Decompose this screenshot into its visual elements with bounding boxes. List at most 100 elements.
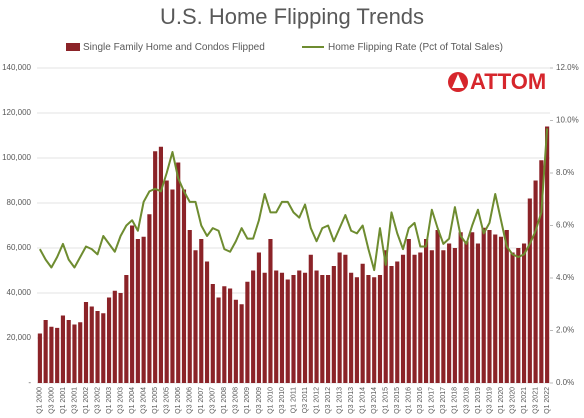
x-tick-label: Q1 2019 <box>475 387 482 414</box>
bar <box>377 275 383 383</box>
line <box>39 128 549 272</box>
x-tick-label: Q1 2007 <box>198 387 205 414</box>
bar <box>516 248 521 383</box>
bar <box>389 266 394 383</box>
x-tick-label: Q3 2015 <box>394 387 401 414</box>
x-tick-label: Q3 2011 <box>302 387 309 413</box>
x-tick-label: Q3 2020 <box>509 387 516 414</box>
x-tick-label: Q1 2002 <box>83 387 90 414</box>
bar <box>78 322 83 383</box>
x-tick-label: Q1 2021 <box>521 387 528 414</box>
bar <box>279 272 285 383</box>
y2-tick-label: 12.0% <box>556 63 579 72</box>
bar <box>510 252 515 383</box>
legend-swatch <box>66 43 80 51</box>
bar <box>366 275 371 383</box>
x-tick-label: Q1 2014 <box>360 387 367 414</box>
bar <box>291 275 296 383</box>
bar <box>297 270 302 383</box>
y-tick-label: 20,000 <box>7 333 32 342</box>
x-tick-label: Q1 2013 <box>336 387 343 414</box>
bar <box>435 230 440 383</box>
y-tick-label: - <box>28 378 31 387</box>
bar <box>118 293 123 383</box>
x-tick-label: Q1 2012 <box>313 387 320 414</box>
bar <box>49 326 54 383</box>
y-tick-label: 140,000 <box>2 63 31 72</box>
bar <box>274 270 279 383</box>
bar <box>43 320 48 383</box>
logo: ATTOM <box>448 69 546 94</box>
x-tick-label: Q1 2020 <box>498 387 505 414</box>
x-tick-label: Q3 2003 <box>117 387 124 414</box>
x-tick-label: Q3 2021 <box>532 387 539 414</box>
bar <box>343 254 348 383</box>
x-tick-label: Q1 2008 <box>221 387 228 414</box>
bar <box>251 270 256 383</box>
x-tick-label: Q3 2002 <box>94 387 101 414</box>
bar <box>360 263 365 383</box>
x-tick-label: Q3 2017 <box>440 387 447 414</box>
bar <box>233 299 238 383</box>
bar <box>349 272 354 383</box>
x-tick-label: Q1 2022 <box>544 387 551 414</box>
legend-label: Home Flipping Rate (Pct of Total Sales) <box>328 42 503 53</box>
bar <box>429 250 434 383</box>
x-tick-label: Q3 2010 <box>279 387 286 414</box>
bar <box>308 254 313 383</box>
y2-tick-label: 10.0% <box>556 116 579 125</box>
x-tick-label: Q1 2017 <box>429 387 436 414</box>
bar <box>256 252 261 383</box>
bar <box>464 241 469 383</box>
bar <box>539 160 544 383</box>
bar <box>521 243 527 383</box>
bar <box>493 234 498 383</box>
bar <box>66 320 71 383</box>
bar <box>372 277 377 383</box>
bar <box>147 214 152 383</box>
bar <box>222 286 227 383</box>
bar <box>447 243 452 383</box>
bar <box>83 302 89 383</box>
bar <box>153 151 158 383</box>
y2-tick-label: 4.0% <box>556 273 574 282</box>
bar <box>204 261 210 383</box>
x-tick-label: Q3 2018 <box>463 387 470 414</box>
y2-tick-label: 8.0% <box>556 168 574 177</box>
bar <box>210 284 215 383</box>
x-tick-label: Q1 2018 <box>452 387 459 414</box>
bar <box>383 250 388 383</box>
x-tick-label: Q1 2000 <box>37 387 44 414</box>
bar <box>199 239 204 383</box>
x-tick-label: Q1 2006 <box>175 387 182 414</box>
bar <box>481 227 486 383</box>
x-tick-label: Q1 2010 <box>267 387 274 414</box>
bar <box>320 275 325 383</box>
bar <box>262 272 267 383</box>
y-tick-label: 60,000 <box>7 243 32 252</box>
x-tick-label: Q3 2004 <box>140 387 147 414</box>
y-tick-label: 120,000 <box>2 108 31 117</box>
bar <box>458 232 463 383</box>
bar <box>498 236 504 383</box>
x-tick-label: Q3 2013 <box>348 387 355 414</box>
x-tick-label: Q1 2004 <box>129 387 136 414</box>
bar <box>135 239 140 383</box>
y-tick-label: 100,000 <box>2 153 31 162</box>
bar <box>527 198 532 383</box>
chart-title: U.S. Home Flipping Trends <box>160 4 424 29</box>
logo-text: ATTOM <box>470 69 546 94</box>
x-tick-label: Q3 2000 <box>48 387 55 414</box>
y-tick-label: 40,000 <box>7 288 32 297</box>
x-tick-label: Q3 2007 <box>210 387 217 414</box>
x-tick-label: Q1 2005 <box>152 387 159 414</box>
bar <box>112 290 117 383</box>
bar <box>302 272 308 383</box>
bar <box>130 225 135 383</box>
bar <box>412 254 417 383</box>
bar <box>158 146 164 383</box>
y2-tick-label: 6.0% <box>556 221 574 230</box>
bar <box>395 261 400 383</box>
bar <box>141 236 146 383</box>
bar <box>245 281 250 383</box>
